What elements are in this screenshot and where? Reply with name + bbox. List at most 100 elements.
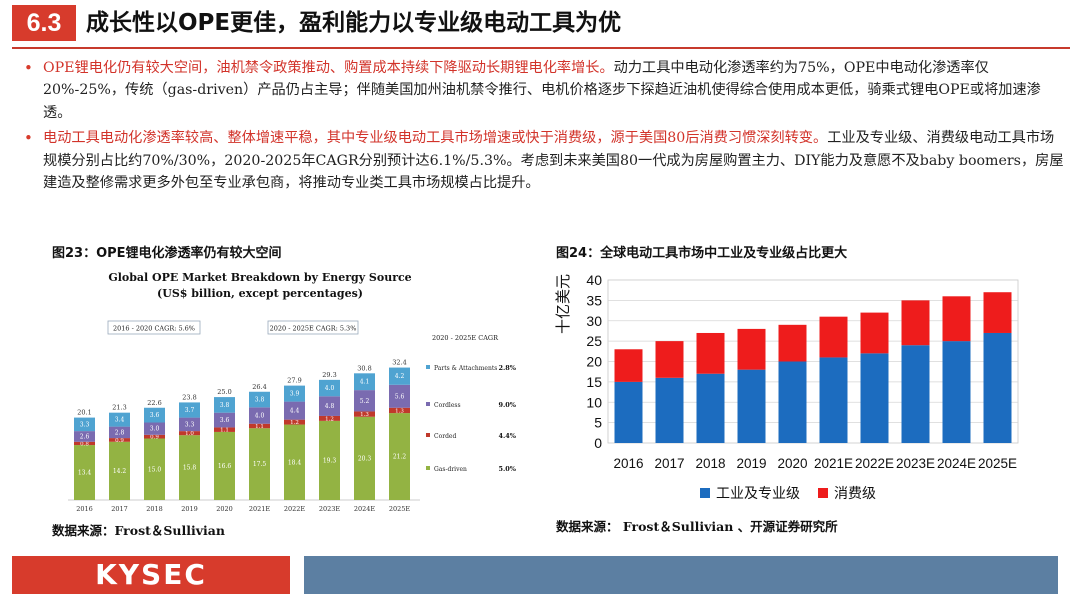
cagr-box [267, 320, 359, 335]
legend-label: Cordless [434, 402, 461, 409]
bar-segment [696, 332, 725, 374]
bar-segment [901, 345, 930, 443]
power-tools-market-chart: 0 5 10 15 20 25 30 35 40 十亿美元 2016 2017 2018 2019 2020… [554, 272, 1019, 502]
y-tick-label: 25 [586, 333, 602, 349]
bar-total-label: 32.4 [392, 359, 406, 367]
legend-swatch [426, 433, 430, 437]
bar-segment [109, 412, 130, 427]
bar-segment [109, 441, 130, 500]
legend-swatch [426, 466, 430, 470]
bar-segment [284, 401, 305, 420]
bar-segment [389, 384, 410, 408]
bar-value-label: 3.4 [115, 417, 125, 424]
bar-segment [144, 407, 165, 423]
bar-value-label: 4.0 [255, 413, 265, 420]
bar-value-label: 0.8 [80, 441, 89, 447]
bar-total-label: 30.8 [357, 364, 371, 372]
bar-value-label: 3.8 [255, 397, 265, 404]
bar-value-label: 2.8 [115, 429, 125, 436]
bar-value-label: 3.6 [220, 417, 230, 424]
y-tick-label: 35 [586, 292, 602, 308]
x-tick-label: 2018 [146, 505, 163, 513]
bar-value-label: 4.0 [325, 385, 335, 392]
bar-segment [860, 353, 889, 443]
x-tick-label: 2021E [249, 505, 271, 513]
cagr-box [107, 320, 201, 335]
bar-segment [942, 296, 971, 342]
y-tick-label: 0 [594, 435, 602, 451]
bar-value-label: 1.2 [325, 416, 334, 422]
bar-value-label: 5.2 [360, 398, 370, 405]
cagr-label: 2016 - 2020 CAGR: 5.6% [113, 325, 195, 333]
y-tick-label: 20 [586, 354, 602, 370]
bar-segment [319, 420, 340, 500]
bar-segment [214, 412, 235, 428]
figure-right-source: 数据来源： Frost＆Sullivian 、开源证券研究所 [556, 519, 838, 534]
bar-value-label: 4.8 [325, 403, 335, 410]
bar-value-label: 3.8 [220, 402, 230, 409]
bar-segment [655, 377, 684, 443]
bar-segment [614, 349, 643, 382]
bar-total-label: 26.4 [252, 383, 266, 391]
x-tick-label: 2017 [111, 505, 128, 513]
bar-value-label: 3.0 [150, 426, 160, 433]
bar-segment [144, 434, 165, 439]
bar-segment [696, 373, 725, 443]
bar-value-label: 16.6 [218, 463, 232, 470]
bar-segment [614, 381, 643, 443]
bar-total-label: 22.6 [147, 399, 161, 407]
ope-market-chart: Global OPE Market Breakdown by Energy So… [68, 271, 517, 513]
bar-segment [778, 361, 807, 443]
bar-segment [249, 407, 270, 424]
bar-segment [144, 422, 165, 435]
bullet-highlight: 电动工具电动化渗透率较高、整体增速平稳，其中专业级电动工具市场增速或快于消费级，… [43, 130, 828, 147]
bar-segment [284, 385, 305, 402]
legend-header: 2020 - 2025E CAGR [432, 334, 499, 342]
bar-segment [74, 445, 95, 500]
bullet-highlight: OPE锂电化仍有较大空间，油机禁令政策推动、购置成本持续下降驱动长期锂电化率增长… [43, 60, 614, 76]
bullet-dot-icon: • [24, 129, 33, 148]
legend-label: Corded [434, 433, 456, 440]
bar-segment [737, 369, 766, 443]
figure-left-source: 数据来源：Frost＆Sullivian [52, 523, 225, 538]
x-tick-label: 2024E [354, 505, 376, 513]
bar-segment [319, 415, 340, 421]
bar-value-label: 18.4 [288, 459, 302, 466]
legend-label: Gas-driven [434, 466, 467, 473]
bullet-body: 工业及专业级、消费级电动工具市场规模分别占比约70%/30%，2020-2025… [43, 130, 1064, 192]
legend-swatch [426, 365, 430, 369]
bar-segment [109, 426, 130, 439]
bar-segment [819, 316, 848, 358]
chart-subtitle: (US$ billion, except percentages) [157, 287, 363, 300]
bar-segment [983, 292, 1012, 333]
bar-segment [179, 435, 200, 500]
bar-segment [354, 416, 375, 500]
bar-segment [179, 402, 200, 418]
legend-cagr: 2.8% [499, 364, 517, 372]
footer-bar [304, 556, 1058, 594]
legend-label: 工业及专业级 [716, 486, 800, 502]
figure-left-title: 图23：OPE锂电化渗透率仍有较大空间 [52, 246, 282, 261]
bar-segment [354, 373, 375, 391]
bar-segment [144, 438, 165, 500]
x-tick-label: 2025E [978, 456, 1017, 471]
y-tick-label: 10 [586, 394, 602, 410]
bar-segment [74, 417, 95, 432]
x-tick-label: 2019 [736, 456, 766, 471]
bar-value-label: 1.1 [255, 424, 264, 430]
bar-segment [860, 312, 889, 354]
bar-value-label: 1.2 [290, 420, 299, 426]
bar-value-label: 3.7 [185, 407, 195, 414]
x-tick-label: 2022E [855, 456, 894, 471]
bar-segment [179, 417, 200, 432]
kysec-logo: KYSEC [12, 556, 290, 594]
bar-value-label: 3.3 [185, 421, 195, 428]
y-tick-label: 40 [586, 272, 602, 288]
bar-segment [778, 324, 807, 362]
y-tick-label: 15 [586, 374, 602, 390]
bar-value-label: 3.6 [150, 412, 160, 419]
section-number: 6.3 [12, 5, 76, 41]
y-tick-label: 30 [586, 313, 602, 329]
legend-cagr: 9.0% [499, 401, 517, 409]
x-tick-label: 2025E [389, 505, 411, 513]
